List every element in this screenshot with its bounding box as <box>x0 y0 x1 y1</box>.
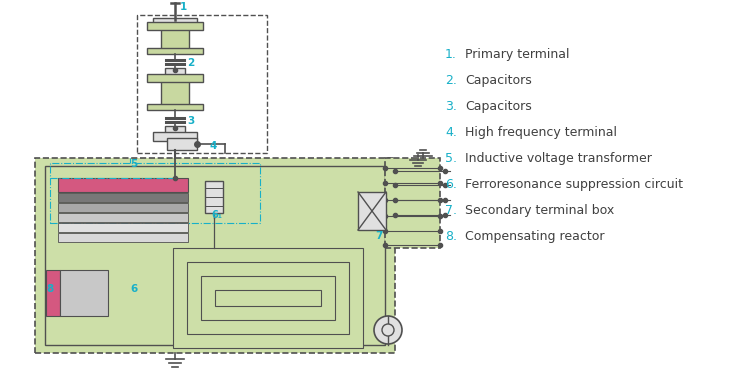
Bar <box>358 192 386 230</box>
Bar <box>50 163 260 223</box>
Bar <box>58 193 188 202</box>
Text: 4: 4 <box>210 141 218 151</box>
Text: Primary terminal: Primary terminal <box>465 48 569 61</box>
Bar <box>205 181 223 213</box>
Bar <box>58 203 188 212</box>
Text: 6: 6 <box>130 284 137 294</box>
Text: 8: 8 <box>46 284 53 294</box>
Text: 5: 5 <box>130 159 137 169</box>
Text: 3.: 3. <box>445 100 457 113</box>
Bar <box>385 158 440 248</box>
Bar <box>153 132 197 141</box>
Text: Compensating reactor: Compensating reactor <box>465 230 604 243</box>
Text: Capacitors: Capacitors <box>465 74 532 87</box>
Circle shape <box>382 324 394 336</box>
Text: 2: 2 <box>187 58 194 68</box>
Bar <box>173 248 363 348</box>
Bar <box>58 223 188 232</box>
Bar <box>161 24 189 52</box>
Bar <box>46 270 60 316</box>
Bar <box>161 78 189 108</box>
Text: Secondary terminal box: Secondary terminal box <box>465 204 614 217</box>
Bar <box>147 48 203 54</box>
Bar <box>58 213 188 222</box>
Text: Inductive voltage transformer: Inductive voltage transformer <box>465 152 652 165</box>
Bar <box>58 233 188 242</box>
Bar <box>147 74 203 82</box>
Bar <box>165 126 185 134</box>
Bar <box>45 166 385 345</box>
Bar <box>137 15 267 153</box>
Bar <box>147 104 203 110</box>
Bar <box>153 18 197 24</box>
Bar <box>201 276 335 320</box>
Circle shape <box>374 316 402 344</box>
Text: 4.: 4. <box>445 126 457 139</box>
Text: 1: 1 <box>180 2 188 12</box>
Text: 3: 3 <box>187 116 194 126</box>
Text: 1.: 1. <box>445 48 457 61</box>
Bar <box>147 22 203 30</box>
Bar <box>167 138 197 150</box>
Text: 2.: 2. <box>445 74 457 87</box>
Text: Ferroresonance suppression circuit: Ferroresonance suppression circuit <box>465 178 683 191</box>
Bar <box>215 290 321 306</box>
Text: 5.: 5. <box>445 152 457 165</box>
Bar <box>165 68 185 76</box>
Bar <box>187 262 349 334</box>
Text: 8.: 8. <box>445 230 457 243</box>
Text: 6.: 6. <box>445 178 457 191</box>
Text: 7: 7 <box>375 231 382 241</box>
Text: 6₁: 6₁ <box>211 210 222 220</box>
Bar <box>35 158 395 353</box>
Bar <box>60 270 108 316</box>
Bar <box>58 178 188 192</box>
Text: 7.: 7. <box>445 204 457 217</box>
Text: High frequency terminal: High frequency terminal <box>465 126 617 139</box>
Text: Capacitors: Capacitors <box>465 100 532 113</box>
